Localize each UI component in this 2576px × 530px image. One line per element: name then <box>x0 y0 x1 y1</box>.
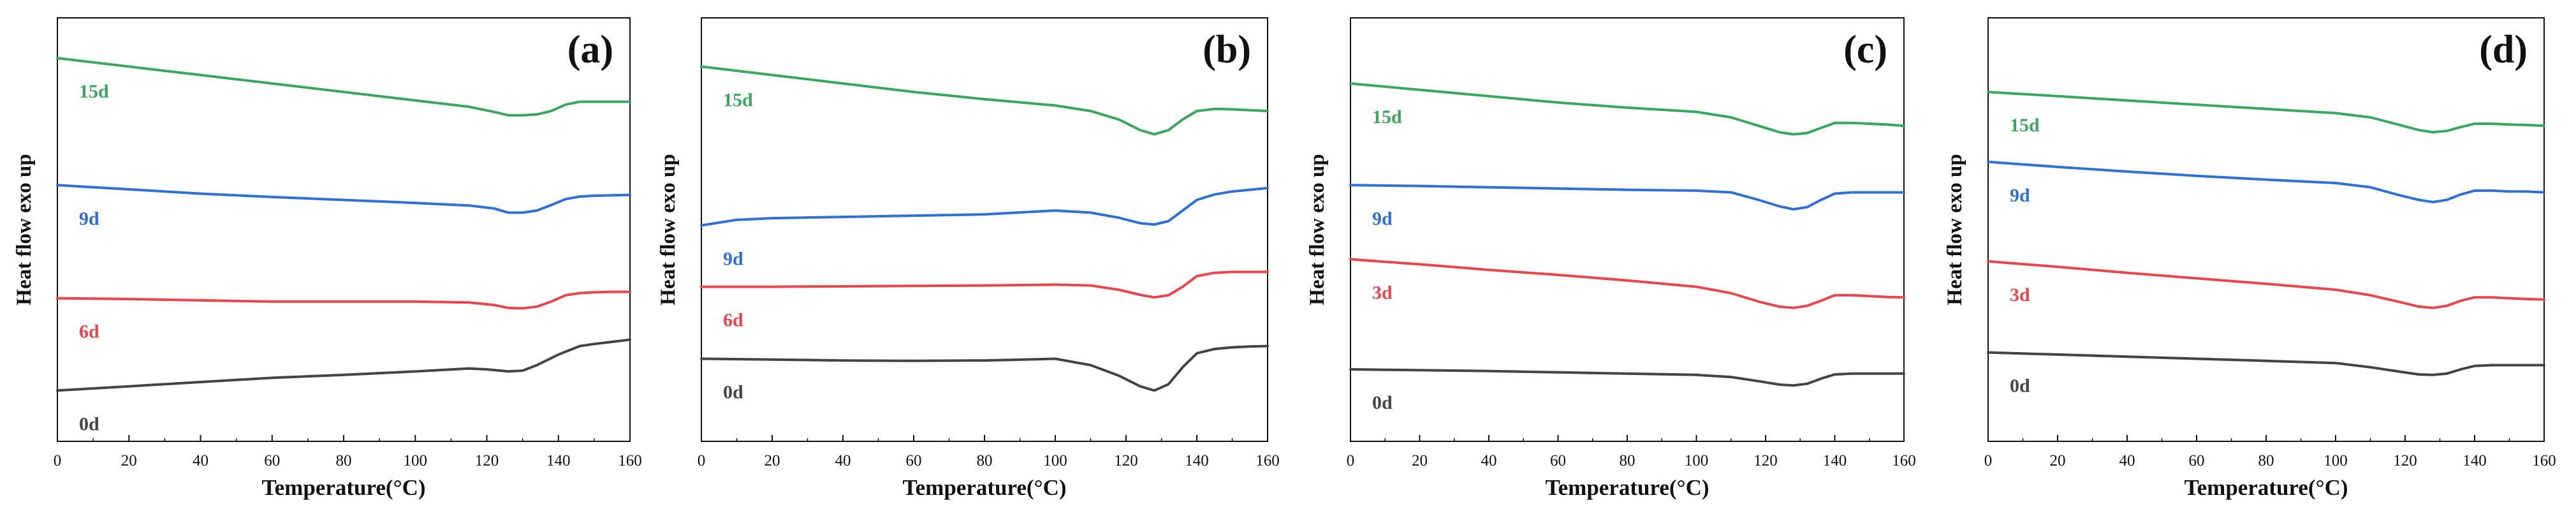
series-line-0d <box>1987 351 2545 376</box>
panel-label: (d) <box>2479 28 2528 71</box>
x-tick-label: 140 <box>1823 452 1847 469</box>
x-tick-label: 120 <box>2393 452 2417 469</box>
series-label-15d: 15d <box>79 81 109 102</box>
series-label-15d: 15d <box>2010 115 2040 136</box>
x-tick-label: 120 <box>1753 452 1778 469</box>
x-tick-label: 100 <box>2324 452 2348 469</box>
x-axis-label: Temperature(°C) <box>262 475 426 500</box>
series-line-9d <box>1987 160 2545 203</box>
chart-panel-1: 0 20 40 60 80 100 120 140 160 Temperature(°C) Heat… <box>13 17 642 500</box>
y-axis-label: Heat flow exo up <box>657 154 680 305</box>
x-tick-label: 60 <box>2189 452 2205 469</box>
y-axis-label: Heat flow exo up <box>13 154 36 305</box>
x-tick-label: 100 <box>1685 452 1709 469</box>
x-tick-label: 40 <box>835 452 851 469</box>
x-tick-label: 60 <box>906 452 922 469</box>
x-tick-label: 80 <box>336 452 352 469</box>
x-tick-label: 0 <box>1347 452 1355 469</box>
panel-label: (a) <box>567 28 613 71</box>
x-axis-label: Temperature(°C) <box>1546 475 1709 500</box>
x-tick-label: 80 <box>1620 452 1636 469</box>
chart-panel-2: 0 20 40 60 80 100 120 140 160 Temperature(°C) Heat… <box>657 17 1280 500</box>
series-line-9d <box>700 186 1269 227</box>
series-label-9d: 9d <box>2010 185 2030 206</box>
series-line-15d <box>1987 91 2545 134</box>
series-label-15d: 15d <box>1372 107 1402 128</box>
x-axis-label: Temperature(°C) <box>2184 475 2348 500</box>
chart-panel-4: 0 20 40 60 80 100 120 140 160 Temperature(°C) Heat… <box>1943 17 2556 500</box>
series-line-3d <box>1349 258 1905 309</box>
series-line-15d <box>1349 82 1905 136</box>
x-tick-label: 120 <box>1114 452 1138 469</box>
series-label-0d: 0d <box>79 413 99 434</box>
x-tick-label: 160 <box>1255 452 1280 469</box>
x-tick-label: 140 <box>2463 452 2487 469</box>
x-axis-label: Temperature(°C) <box>903 475 1067 500</box>
x-tick-label: 60 <box>1550 452 1566 469</box>
x-tick-label: 20 <box>121 452 137 469</box>
x-tick-label: 20 <box>2050 452 2066 469</box>
series-line-9d <box>56 184 631 214</box>
series-label-9d: 9d <box>79 208 99 229</box>
series-label-0d: 0d <box>2010 376 2030 397</box>
x-tick-label: 40 <box>1481 452 1497 469</box>
x-tick-label: 80 <box>2258 452 2274 469</box>
x-tick-label: 40 <box>2119 452 2135 469</box>
series-label-9d: 9d <box>723 248 743 269</box>
x-tick-label: 80 <box>977 452 993 469</box>
series-line-6d <box>700 270 1269 299</box>
y-axis-label: Heat flow exo up <box>1306 154 1329 305</box>
x-tick-label: 140 <box>546 452 571 469</box>
x-tick-label: 100 <box>404 452 428 469</box>
panel-label: (c) <box>1843 28 1887 71</box>
x-tick-label: 0 <box>698 452 706 469</box>
chart-panel-3: 0 20 40 60 80 100 120 140 160 Temperature(°C) Heat… <box>1306 17 1916 500</box>
x-tick-label: 160 <box>618 452 642 469</box>
series-label-0d: 0d <box>723 382 743 403</box>
series-label-6d: 6d <box>723 310 743 331</box>
series-label-3d: 3d <box>1372 282 1393 303</box>
x-tick-label: 20 <box>765 452 780 469</box>
series-line-9d <box>1349 184 1905 211</box>
series-label-3d: 3d <box>2010 284 2030 305</box>
series-line-15d <box>56 57 631 117</box>
x-tick-label: 120 <box>475 452 499 469</box>
series-line-0d <box>56 338 631 392</box>
y-axis-label: Heat flow exo up <box>1943 154 1966 305</box>
x-tick-label: 100 <box>1043 452 1067 469</box>
series-line-6d <box>56 290 631 310</box>
series-label-0d: 0d <box>1372 392 1393 413</box>
x-tick-label: 0 <box>1984 452 1993 469</box>
x-tick-label: 40 <box>193 452 209 469</box>
x-tick-label: 160 <box>2532 452 2556 469</box>
x-tick-label: 20 <box>1412 452 1428 469</box>
x-tick-label: 140 <box>1185 452 1209 469</box>
series-label-9d: 9d <box>1372 208 1393 229</box>
x-tick-label: 160 <box>1892 452 1916 469</box>
series-line-0d <box>700 344 1269 392</box>
series-label-6d: 6d <box>79 321 99 342</box>
series-line-3d <box>1987 260 2545 309</box>
series-line-0d <box>1349 368 1905 387</box>
panel-label: (b) <box>1203 28 1251 71</box>
x-tick-label: 0 <box>54 452 62 469</box>
series-line-15d <box>700 65 1269 136</box>
x-tick-label: 60 <box>264 452 280 469</box>
series-label-15d: 15d <box>723 89 753 110</box>
